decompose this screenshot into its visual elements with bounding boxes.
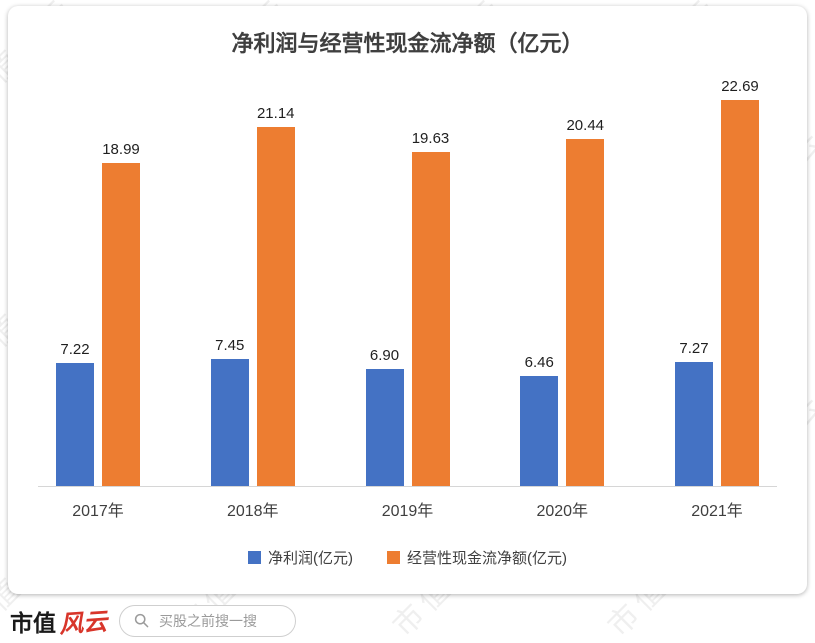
bar-value-label: 18.99 <box>102 141 140 158</box>
bar-value-label: 19.63 <box>411 130 450 147</box>
search-input[interactable] <box>157 611 281 630</box>
bar <box>411 152 450 486</box>
logo-text-black: 市值 <box>10 611 56 636</box>
bar-column: 19.63 <box>411 130 450 486</box>
category-labels: 2017年 2018年 2019年 2020年 2021年 <box>38 497 777 521</box>
bar-value-label: 20.44 <box>566 117 605 134</box>
bar-value-label: 6.46 <box>524 354 554 371</box>
legend-label: 净利润(亿元) <box>268 550 353 567</box>
bar <box>721 100 759 486</box>
chart-card: 净利润与经营性现金流净额（亿元） 7.22 18.99 7.45 21.14 6.90 1… <box>8 6 807 594</box>
bar-value-label: 7.22 <box>60 341 90 358</box>
bar-column: 21.14 <box>256 105 295 486</box>
bar <box>365 369 404 486</box>
footer-bar: 市值 风云 <box>0 598 815 643</box>
bar-column: 7.45 <box>210 337 249 486</box>
bar-group: 7.27 22.69 <box>675 78 759 486</box>
bar-group: 6.90 19.63 <box>365 130 450 486</box>
legend-item: 净利润(亿元) <box>248 547 353 568</box>
legend-swatch <box>248 551 261 564</box>
category-label: 2021年 <box>691 503 743 520</box>
bar-chart: 7.22 18.99 7.45 21.14 6.90 19.63 6.46 20.44 7.27… <box>38 74 777 568</box>
bar <box>566 139 605 486</box>
bar-value-label: 22.69 <box>721 78 759 95</box>
bar-column: 20.44 <box>566 117 605 486</box>
bar <box>256 127 295 486</box>
search-box[interactable] <box>119 604 296 637</box>
legend-item: 经营性现金流净额(亿元) <box>387 547 567 568</box>
bar-group: 7.45 21.14 <box>210 105 295 486</box>
bar-value-label: 7.27 <box>679 340 709 357</box>
bar <box>520 376 559 486</box>
bar-column: 6.46 <box>520 354 559 486</box>
bar-column: 18.99 <box>102 141 140 486</box>
legend: 净利润(亿元) 经营性现金流净额(亿元) <box>38 547 777 568</box>
legend-swatch <box>387 551 400 564</box>
legend-label: 经营性现金流净额(亿元) <box>407 550 567 567</box>
category-label: 2018年 <box>226 503 279 520</box>
bar-value-label: 21.14 <box>256 105 295 122</box>
category-label: 2017年 <box>72 503 124 520</box>
bar <box>675 362 713 486</box>
bar-column: 22.69 <box>721 78 759 486</box>
bar-value-label: 7.45 <box>215 337 245 354</box>
search-icon <box>134 613 149 628</box>
bar-group: 6.46 20.44 <box>520 117 605 486</box>
bar-group: 7.22 18.99 <box>56 141 140 486</box>
bar <box>102 163 140 486</box>
category-label: 2019年 <box>381 503 434 520</box>
bar-column: 7.22 <box>56 341 94 486</box>
bar-column: 7.27 <box>675 340 713 486</box>
bar <box>210 359 249 486</box>
bar <box>56 363 94 486</box>
chart-title: 净利润与经营性现金流净额（亿元） <box>231 31 584 56</box>
category-label: 2020年 <box>536 503 589 520</box>
bar-column: 6.90 <box>365 347 404 486</box>
logo-text-red: 风云 <box>58 609 109 639</box>
bars-area: 7.22 18.99 7.45 21.14 6.90 19.63 6.46 20.44 7.27… <box>38 74 777 487</box>
bar-value-label: 6.90 <box>369 347 400 364</box>
brand-logo: 市值 风云 <box>10 603 109 639</box>
